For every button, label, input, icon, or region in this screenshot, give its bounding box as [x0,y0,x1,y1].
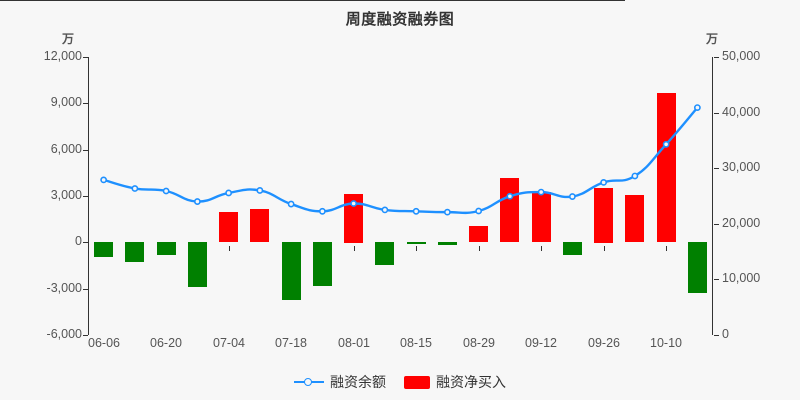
left-axis-unit-label: 万 [62,32,75,46]
x-axis-tick-label: 08-29 [463,336,495,350]
line-marker-icon [294,376,324,388]
x-axis-tick [604,246,605,251]
line-data-point [537,188,545,196]
bar [94,242,113,257]
right-axis-tick-label: 0 [722,327,729,341]
right-axis-tick-label: 20,000 [722,216,761,230]
right-axis-tick-label: 10,000 [722,271,761,285]
line-data-point [568,193,576,200]
bar [438,242,457,245]
left-axis-tick-label: 12,000 [43,49,82,63]
chart-title: 周度融资融券图 [345,11,455,28]
left-axis-tick [83,103,88,104]
line-data-point [693,104,701,111]
x-axis-tick-label: 07-18 [275,336,307,350]
x-axis-zero-line [0,0,625,1]
line-data-point [225,189,233,197]
left-axis-tick [83,289,88,290]
line-data-point [631,172,639,180]
legend-item-rong-zi-jing-mai-ru[interactable]: 融资净买入 [404,372,506,392]
line-data-point [100,176,108,184]
right-axis-tick [714,168,719,169]
line-data-point [662,140,670,148]
bar [344,194,363,243]
right-axis-tick-label: 40,000 [722,105,761,119]
left-axis-tick [83,335,88,336]
left-axis-tick [83,196,88,197]
bar [375,242,394,265]
x-axis-tick [416,246,417,251]
right-axis-tick [714,224,719,225]
line-data-point [318,207,326,215]
bar [594,188,613,243]
x-axis-tick [666,246,667,251]
right-axis-tick [714,335,719,336]
x-axis-tick-label: 08-01 [338,336,370,350]
line-data-point [162,187,170,195]
x-axis-tick-label: 07-04 [213,336,245,350]
legend-label: 融资余额 [330,374,386,390]
bar [688,242,707,293]
left-axis-tick-label: -3,000 [46,281,82,295]
line-data-point [131,185,139,192]
line-data-point [475,207,483,215]
left-axis-tick [83,57,88,58]
line-data-point [193,198,201,205]
x-axis-tick-label: 10-10 [650,336,682,350]
line-path [102,106,699,215]
left-axis-tick-label: -6,000 [46,327,82,341]
legend-item-rong-zi-yu-e[interactable]: 融资余额 [294,372,386,392]
left-axis-tick [83,242,88,243]
bar [563,242,582,255]
x-axis-tick [541,246,542,251]
x-axis-tick-label: 06-06 [88,336,120,350]
bar [469,226,488,242]
left-axis-tick [83,150,88,151]
x-axis-tick [479,246,480,251]
bar [313,242,332,286]
x-axis-tick-label: 09-12 [525,336,557,350]
bar [407,242,426,244]
left-axis-tick-label: 6,000 [50,142,82,156]
x-axis-tick-label: 08-15 [400,336,432,350]
line-data-point [600,178,608,186]
bar [188,242,207,287]
legend-label: 融资净买入 [436,374,506,390]
chart-legend: 融资余额 融资净买入 [0,372,800,392]
bar [282,242,301,300]
right-axis-tick [714,279,719,280]
left-y-axis [88,57,89,335]
left-axis-tick-label: 3,000 [50,188,82,202]
bar [657,93,676,242]
bar [157,242,176,255]
plot-area [88,57,713,335]
bar [219,212,238,242]
right-axis-unit-label: 万 [706,32,719,46]
line-data-point [443,208,451,216]
line-data-point [287,200,295,208]
right-axis-tick [714,113,719,114]
right-axis-tick [714,57,719,58]
line-data-point [381,206,389,214]
left-axis-tick-label: 9,000 [50,95,82,109]
line-data-point [256,187,264,194]
line-series-rong-zi-yu-e [100,104,701,216]
left-axis-tick-label: 0 [75,234,82,248]
x-axis-tick-label: 09-26 [588,336,620,350]
x-axis-tick-label: 06-20 [150,336,182,350]
right-axis-tick-label: 30,000 [722,160,761,174]
bar [625,195,644,242]
bar [250,209,269,242]
x-axis-tick [229,246,230,251]
line-data-point [412,207,420,215]
right-axis-tick-label: 50,000 [722,49,761,63]
x-axis-tick [354,246,355,251]
line-data-point [350,200,358,207]
bar-swatch-icon [404,375,430,389]
line-data-point [506,192,514,200]
bar [532,192,551,242]
right-y-axis [712,57,713,335]
bar [125,242,144,262]
